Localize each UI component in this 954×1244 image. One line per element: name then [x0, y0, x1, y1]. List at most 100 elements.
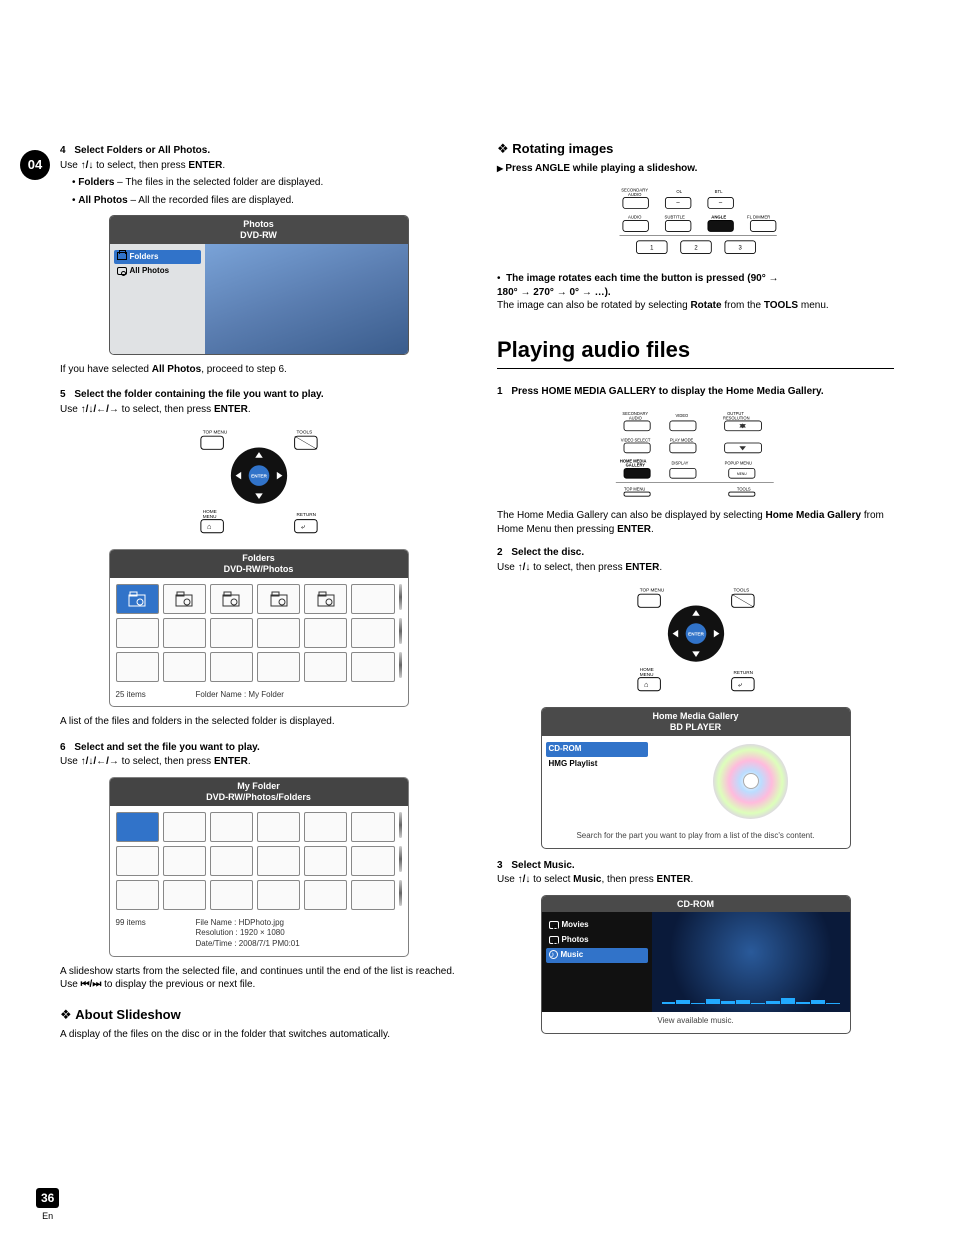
about-slideshow-text: A display of the files on the disc or in… — [60, 1028, 457, 1042]
svg-text:MENU: MENU — [202, 514, 216, 519]
svg-text:ENTER: ENTER — [251, 474, 267, 479]
mockhmg-title2: BD PLAYER — [542, 722, 850, 733]
svg-text:AUDIO: AUDIO — [628, 415, 641, 420]
mock1-title2: DVD-RW — [110, 230, 408, 241]
svg-text:⌂: ⌂ — [644, 680, 649, 689]
mock2-cell — [351, 584, 394, 614]
rotating-images-heading: Rotating images — [497, 140, 894, 158]
rotating-bullet: • The image rotates each time the button… — [497, 272, 894, 286]
page-number-block: 36 En — [36, 1188, 59, 1222]
pstep-3-instr: Use ↑/↓ to select Music, then press ENTE… — [497, 873, 894, 887]
step-6-instr: Use ↑/↓/←/→ to select, then press ENTER. — [60, 755, 457, 769]
mock-myfolder-grid: My Folder DVD-RW/Photos/Folders 99 items… — [109, 777, 409, 957]
step-6: 6 Select and set the file you want to pl… — [60, 741, 457, 755]
rotating-note: The image can also be rotated by selecti… — [497, 299, 894, 313]
mockcd-item-music: Music — [546, 948, 648, 963]
rm-tools: TOOLS — [296, 429, 312, 434]
svg-text:PLAY MODE: PLAY MODE — [669, 437, 693, 442]
step-4-bullet-1: • Folders – The files in the selected fo… — [72, 176, 457, 190]
chapter-badge: 04 — [20, 150, 50, 180]
svg-text:RESOLUTION: RESOLUTION — [723, 415, 750, 420]
step-4-num: 4 — [60, 145, 66, 156]
svg-text:MENU: MENU — [737, 472, 747, 476]
mock3-title1: My Folder — [110, 781, 408, 792]
mock-hmg: Home Media Gallery BD PLAYER CD-ROM HMG … — [541, 707, 851, 848]
step-5-title: Select the folder containing the file yo… — [74, 389, 323, 400]
step-4-bullet-2: • All Photos – All the recorded files ar… — [72, 194, 457, 208]
remote-diagram-2: TOP MENU TOOLS ENTER HOMEMENU RETURN ⌂ ⤶ — [621, 582, 771, 699]
mock2-title2: DVD-RW/Photos — [110, 564, 408, 575]
mock2-cell — [304, 584, 347, 614]
svg-text:ANGLE: ANGLE — [711, 215, 726, 220]
mock1-item-allphotos: All Photos — [114, 264, 201, 279]
svg-text:POPUP MENU: POPUP MENU — [724, 460, 751, 465]
svg-text:−: − — [676, 200, 680, 207]
step-5-num: 5 — [60, 389, 66, 400]
svg-text:FL DIMMER: FL DIMMER — [747, 215, 770, 220]
svg-text:MENU: MENU — [639, 672, 653, 677]
disc-icon — [713, 744, 788, 819]
after-step5-note: A list of the files and folders in the s… — [60, 715, 457, 729]
svg-text:SUBTITLE: SUBTITLE — [664, 215, 684, 220]
mock-photos-dvdrw: Photos DVD-RW Folders All Photos — [109, 215, 409, 355]
mock3-foot-right: File Name : HDPhoto.jpg Resolution : 192… — [196, 918, 402, 950]
mockcd-item-movies: Movies — [546, 918, 648, 933]
svg-text:AUDIO: AUDIO — [628, 192, 642, 197]
svg-text:RETURN: RETURN — [733, 670, 752, 675]
page-number: 36 — [36, 1188, 59, 1208]
remote-diagram-1: TOP MENU TOOLS ENTER HOME MENU RETURN ⌂ … — [184, 424, 334, 541]
remote-diagram-hmg: SECONDARYAUDIO VIDEO OUTPUTRESOLUTION VI… — [606, 407, 786, 502]
after-step4-note: If you have selected All Photos, proceed… — [60, 363, 457, 377]
step-4: 4 Select Folders or All Photos. — [60, 144, 457, 158]
mock2-title1: Folders — [110, 553, 408, 564]
svg-text:−: − — [718, 200, 722, 207]
svg-text:TOOLS: TOOLS — [736, 486, 750, 491]
step-5-instr: Use ↑/↓/←/→ to select, then press ENTER. — [60, 403, 457, 417]
pstep-2: 2 Select the disc. — [497, 546, 894, 560]
mock-folders-grid: Folders DVD-RW/Photos 25 items Fold — [109, 549, 409, 707]
mock-cdrom: CD-ROM Movies Photos Music View availabl… — [541, 895, 851, 1035]
mockhmg-item-cdrom: CD-ROM — [546, 742, 648, 757]
rm-topmenu: TOP MENU — [202, 429, 227, 434]
mockhmg-hint: Search for the part you want to play fro… — [542, 827, 850, 848]
svg-text:ENTER: ENTER — [688, 632, 704, 637]
svg-text:VIDEO SELECT: VIDEO SELECT — [620, 437, 650, 442]
page-lang: En — [42, 1211, 53, 1221]
svg-text:AUDIO: AUDIO — [628, 215, 642, 220]
mock2-cell — [210, 584, 253, 614]
mock2-foot-right: Folder Name : My Folder — [196, 690, 402, 701]
svg-text:TOOLS: TOOLS — [733, 588, 749, 593]
svg-text:RETURN: RETURN — [296, 512, 315, 517]
svg-text:BTL: BTL — [714, 189, 722, 194]
mock1-title1: Photos — [110, 219, 408, 230]
mock2-cell — [116, 584, 159, 614]
svg-text:DISPLAY: DISPLAY — [671, 460, 688, 465]
mock2-cell — [257, 584, 300, 614]
svg-text:⌂: ⌂ — [207, 522, 212, 531]
mockhmg-item-playlist: HMG Playlist — [546, 757, 648, 772]
pstep-1: 1 Press HOME MEDIA GALLERY to display th… — [497, 385, 894, 399]
svg-text:OL: OL — [676, 189, 682, 194]
mock2-scrollbar — [399, 584, 402, 610]
mockhmg-title1: Home Media Gallery — [542, 711, 850, 722]
svg-text:2: 2 — [694, 245, 697, 251]
step-4-instr: Use ↑/↓ to select, then press ENTER. — [60, 159, 457, 173]
rotating-step: Press ANGLE while playing a slideshow. — [497, 162, 894, 176]
mockcd-hint: View available music. — [542, 1012, 850, 1033]
mock3-foot-left: 99 items — [116, 918, 196, 950]
mock1-preview-image — [205, 244, 408, 354]
pstep1-after: The Home Media Gallery can also be displ… — [497, 509, 894, 536]
svg-text:GALLERY: GALLERY — [625, 462, 645, 467]
svg-text:VIDEO: VIDEO — [675, 413, 688, 418]
svg-text:TOP MENU: TOP MENU — [624, 486, 645, 491]
mock3-cell — [116, 812, 159, 842]
mock2-foot-left: 25 items — [116, 690, 196, 701]
playing-audio-heading: Playing audio files — [497, 335, 894, 370]
mockcd-title: CD-ROM — [542, 899, 850, 910]
mock3-title2: DVD-RW/Photos/Folders — [110, 792, 408, 803]
svg-text:TOP MENU: TOP MENU — [639, 588, 664, 593]
rotating-bullet-l2: 180° → 270° → 0° → …). — [497, 286, 894, 300]
mock2-cell — [163, 584, 206, 614]
mockcd-item-photos: Photos — [546, 933, 648, 948]
mock1-item-folders: Folders — [114, 250, 201, 265]
